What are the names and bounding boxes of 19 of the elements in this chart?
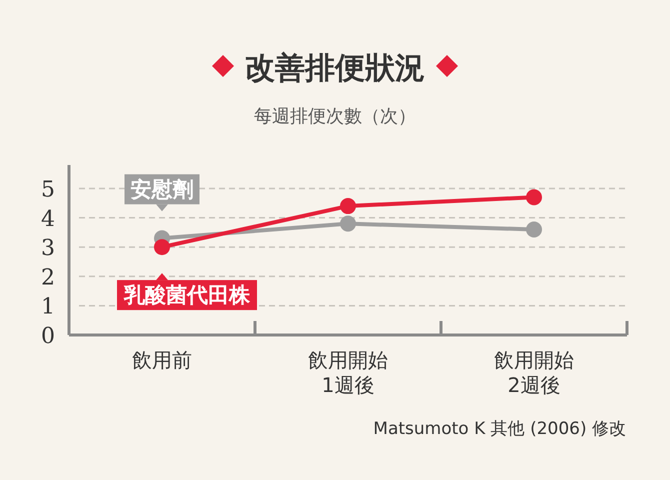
point xyxy=(526,189,542,206)
point xyxy=(340,198,356,214)
chart-title: 改善排便狀況 xyxy=(245,51,425,86)
y-tick-label: 0 xyxy=(41,324,55,349)
point xyxy=(340,216,356,232)
text: Matsumoto K 其他 (2006) 修改 xyxy=(373,419,626,439)
x-tick-label: 飲用開始 1週後 xyxy=(308,348,388,397)
y-tick-label: 3 xyxy=(41,236,55,262)
point xyxy=(526,221,542,238)
x-tick-label: 飲用前 xyxy=(132,348,192,372)
y-tick-label: 5 xyxy=(41,177,55,202)
chart-subtitle: 每週排便次數（次） xyxy=(254,106,416,127)
y-tick-label: 1 xyxy=(41,294,55,320)
y-tick-label: 2 xyxy=(41,265,55,290)
x-tick-label: 飲用開始 2週後 xyxy=(494,348,574,397)
legend-label: 乳酸菌代田株 xyxy=(123,283,251,308)
y-tick-label: 4 xyxy=(41,206,55,232)
series-label: 安慰劑 xyxy=(130,177,194,202)
point xyxy=(154,239,170,256)
